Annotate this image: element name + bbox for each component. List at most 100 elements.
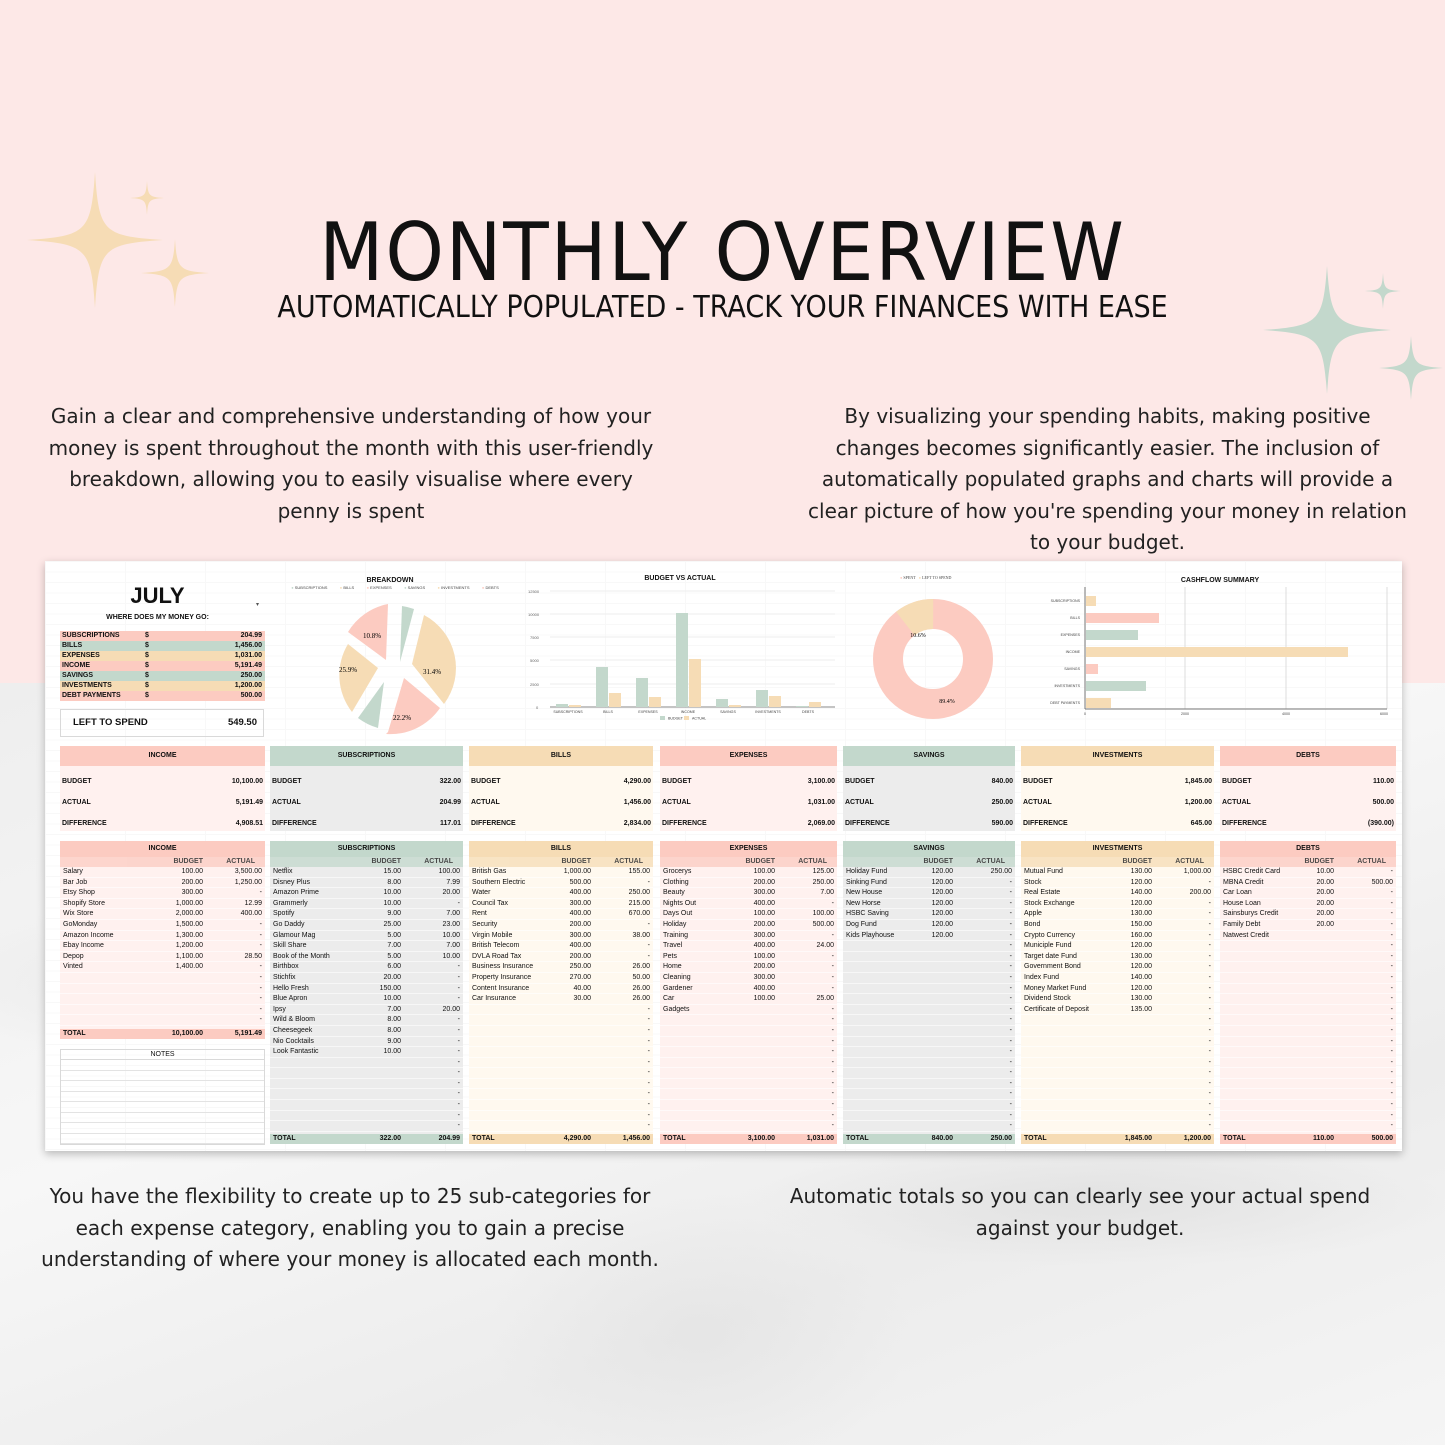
table-row[interactable]: - bbox=[1021, 1111, 1214, 1122]
table-row[interactable]: Municiple Fund 120.00 - bbox=[1021, 941, 1214, 952]
table-row[interactable]: Wix Store 2,000.00 400.00 bbox=[60, 909, 265, 920]
table-row[interactable]: MBNA Credit 20.00 500.00 bbox=[1220, 878, 1396, 889]
table-row[interactable]: - bbox=[843, 1089, 1015, 1101]
table-row[interactable]: - bbox=[1021, 1037, 1214, 1048]
table-row[interactable]: - bbox=[660, 1079, 837, 1090]
table-row[interactable]: Days Out 100.00 100.00 bbox=[660, 909, 837, 920]
table-row[interactable]: Natwest Credit - bbox=[1220, 931, 1396, 942]
table-row[interactable]: - bbox=[843, 1121, 1015, 1132]
table-row[interactable]: Southern Electric 500.00 - bbox=[469, 878, 653, 889]
table-row[interactable]: - bbox=[469, 1079, 653, 1090]
table-row[interactable]: - bbox=[1021, 1068, 1214, 1079]
table-row[interactable]: Rent 400.00 670.00 bbox=[469, 909, 653, 920]
table-row[interactable]: Cleaning 300.00 - bbox=[660, 973, 837, 984]
table-row[interactable]: - bbox=[660, 1058, 837, 1069]
table-row[interactable]: Vinted 1,400.00 - bbox=[60, 962, 265, 973]
table-row[interactable]: - bbox=[1220, 1111, 1396, 1122]
table-row[interactable]: HSBC Saving 120.00 - bbox=[843, 909, 1015, 920]
table-row[interactable]: - bbox=[1021, 1089, 1214, 1101]
table-row[interactable]: Travel 400.00 24.00 bbox=[660, 941, 837, 952]
table-row[interactable]: Ipsy 7.00 20.00 bbox=[270, 1005, 463, 1016]
table-row[interactable]: Shopify Store 1,000.00 12.99 bbox=[60, 899, 265, 910]
table-row[interactable]: - bbox=[469, 1026, 653, 1037]
table-row[interactable]: - bbox=[60, 994, 265, 1005]
table-row[interactable]: - bbox=[469, 1058, 653, 1069]
table-row[interactable]: - bbox=[469, 1121, 653, 1132]
table-row[interactable]: - bbox=[843, 1026, 1015, 1037]
table-row[interactable]: Holiday Fund 120.00 250.00 bbox=[843, 867, 1015, 878]
table-row[interactable]: - bbox=[843, 984, 1015, 995]
table-row[interactable]: - bbox=[469, 1047, 653, 1058]
table-row[interactable]: - bbox=[469, 1068, 653, 1079]
table-row[interactable]: - bbox=[1220, 1079, 1396, 1090]
table-row[interactable]: - bbox=[1021, 1058, 1214, 1069]
table-row[interactable]: Gardener 400.00 - bbox=[660, 984, 837, 995]
table-row[interactable]: - bbox=[270, 1058, 463, 1069]
table-row[interactable]: - bbox=[843, 952, 1015, 963]
table-row[interactable]: Home 200.00 - bbox=[660, 962, 837, 973]
table-row[interactable]: - bbox=[469, 1100, 653, 1111]
table-row[interactable]: - bbox=[1220, 1058, 1396, 1069]
table-row[interactable]: Sinking Fund 120.00 - bbox=[843, 878, 1015, 889]
table-row[interactable]: New Horse 120.00 - bbox=[843, 899, 1015, 910]
table-row[interactable]: - bbox=[1220, 962, 1396, 973]
table-row[interactable]: Pets 100.00 - bbox=[660, 952, 837, 963]
table-row[interactable]: - bbox=[1220, 1015, 1396, 1026]
table-row[interactable]: Target date Fund 130.00 - bbox=[1021, 952, 1214, 963]
table-row[interactable]: Stock 120.00 - bbox=[1021, 878, 1214, 889]
table-row[interactable]: Blue Apron 10.00 - bbox=[270, 994, 463, 1005]
table-row[interactable]: - bbox=[1021, 1026, 1214, 1037]
table-row[interactable]: Spotify 9.00 7.00 bbox=[270, 909, 463, 920]
table-row[interactable]: - bbox=[270, 1089, 463, 1101]
table-row[interactable]: Skill Share 7.00 7.00 bbox=[270, 941, 463, 952]
table-row[interactable]: - bbox=[1220, 1047, 1396, 1058]
table-row[interactable]: Holiday 200.00 500.00 bbox=[660, 920, 837, 931]
table-row[interactable]: Book of the Month 5.00 10.00 bbox=[270, 952, 463, 963]
table-row[interactable]: Council Tax 300.00 215.00 bbox=[469, 899, 653, 910]
table-row[interactable]: - bbox=[1220, 941, 1396, 952]
table-row[interactable]: - bbox=[660, 1100, 837, 1111]
table-row[interactable]: Money Market Fund 120.00 - bbox=[1021, 984, 1214, 995]
table-row[interactable]: Stock Exchange 120.00 - bbox=[1021, 899, 1214, 910]
table-row[interactable]: - bbox=[469, 1111, 653, 1122]
table-row[interactable]: Wild & Bloom 8.00 - bbox=[270, 1015, 463, 1026]
table-row[interactable]: - bbox=[1220, 1121, 1396, 1132]
table-row[interactable]: Grocerys 100.00 125.00 bbox=[660, 867, 837, 878]
table-row[interactable]: British Gas 1,000.00 155.00 bbox=[469, 867, 653, 878]
table-row[interactable]: - bbox=[843, 1068, 1015, 1079]
table-row[interactable]: - bbox=[1220, 994, 1396, 1005]
table-row[interactable]: - bbox=[1021, 1015, 1214, 1026]
table-row[interactable]: Salary 100.00 3,500.00 bbox=[60, 867, 265, 878]
table-row[interactable]: Sainsburys Credit 20.00 - bbox=[1220, 909, 1396, 920]
table-row[interactable]: - bbox=[60, 984, 265, 995]
table-row[interactable]: - bbox=[843, 1005, 1015, 1016]
table-row[interactable]: Certificate of Deposit 135.00 - bbox=[1021, 1005, 1214, 1016]
table-row[interactable]: Dividend Stock 130.00 - bbox=[1021, 994, 1214, 1005]
table-row[interactable]: - bbox=[1220, 1037, 1396, 1048]
table-row[interactable]: Index Fund 140.00 - bbox=[1021, 973, 1214, 984]
table-row[interactable]: - bbox=[469, 1037, 653, 1048]
table-row[interactable]: Property Insurance 270.00 50.00 bbox=[469, 973, 653, 984]
table-row[interactable]: - bbox=[843, 962, 1015, 973]
table-row[interactable]: - bbox=[843, 1111, 1015, 1122]
table-row[interactable]: - bbox=[1220, 1089, 1396, 1101]
table-row[interactable]: - bbox=[1220, 984, 1396, 995]
table-row[interactable]: Look Fantastic 10.00 - bbox=[270, 1047, 463, 1058]
table-row[interactable]: - bbox=[660, 1089, 837, 1101]
table-row[interactable]: - bbox=[469, 1005, 653, 1016]
table-row[interactable]: Netflix 15.00 100.00 bbox=[270, 867, 463, 878]
table-row[interactable]: Cheesegeek 8.00 - bbox=[270, 1026, 463, 1037]
table-row[interactable]: Depop 1,100.00 28.50 bbox=[60, 952, 265, 963]
table-row[interactable]: Go Daddy 25.00 23.00 bbox=[270, 920, 463, 931]
table-row[interactable]: - bbox=[469, 1089, 653, 1101]
table-row[interactable]: Hello Fresh 150.00 - bbox=[270, 984, 463, 995]
table-row[interactable]: - bbox=[843, 1047, 1015, 1058]
table-row[interactable]: Apple 130.00 - bbox=[1021, 909, 1214, 920]
table-row[interactable]: - bbox=[660, 1037, 837, 1048]
table-row[interactable]: Government Bond 120.00 - bbox=[1021, 962, 1214, 973]
table-row[interactable]: Business Insurance 250.00 26.00 bbox=[469, 962, 653, 973]
table-row[interactable]: Content Insurance 40.00 26.00 bbox=[469, 984, 653, 995]
table-row[interactable]: - bbox=[270, 1068, 463, 1079]
table-row[interactable]: Stichfix 20.00 - bbox=[270, 973, 463, 984]
table-row[interactable]: Dog Fund 120.00 - bbox=[843, 920, 1015, 931]
